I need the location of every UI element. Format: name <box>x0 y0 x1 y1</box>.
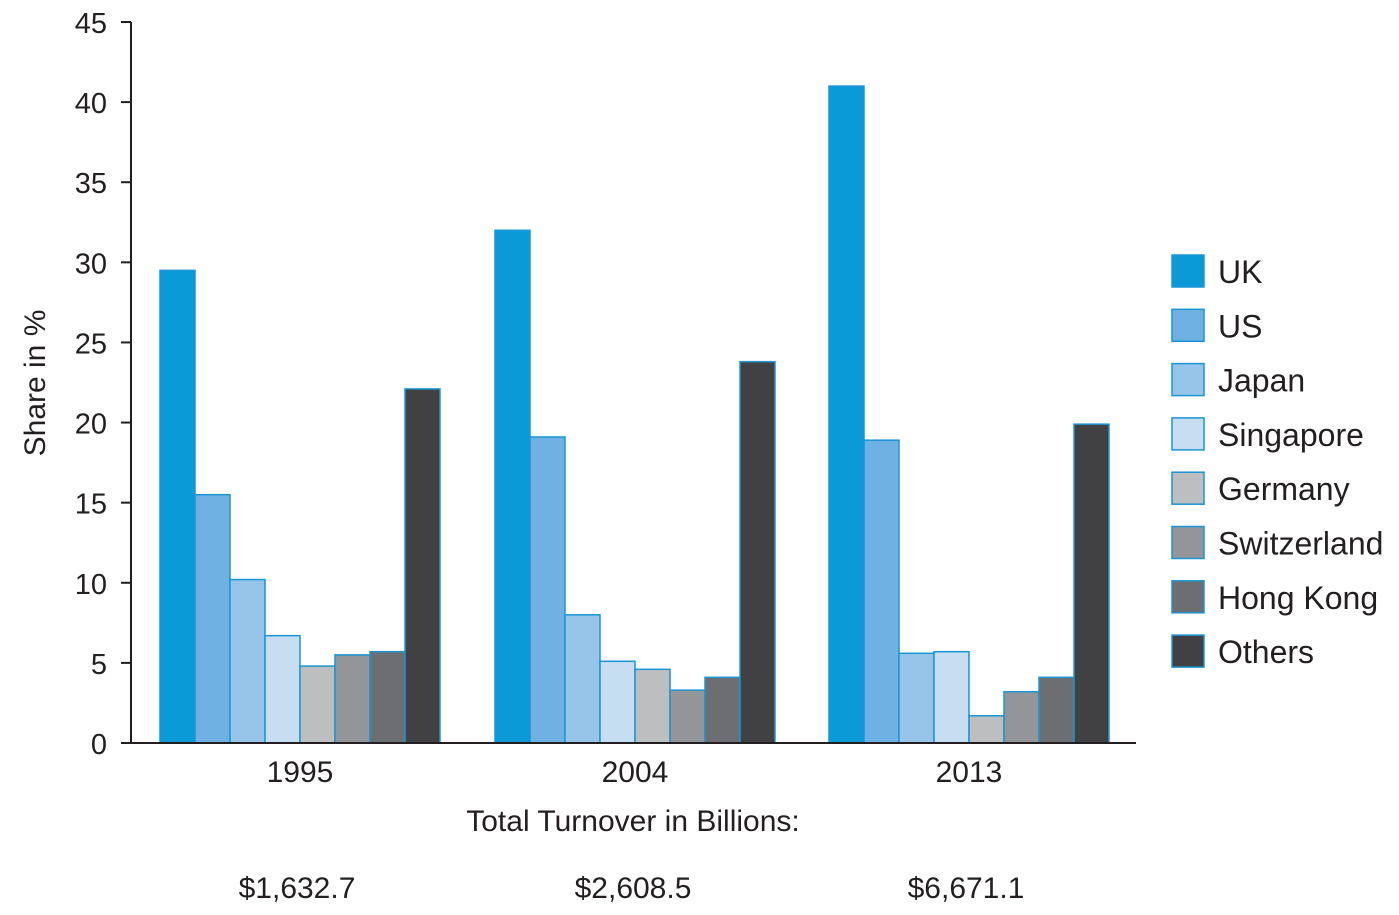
bar-us-1995: US 1995: 15.5% <box>194 493 231 744</box>
legend-swatch <box>1171 254 1205 288</box>
category-total-label: $6,671.1 <box>908 872 1025 905</box>
bar-germany-2004: Germany 2004: 4.6% <box>634 668 671 744</box>
bar-uk-1995: UK 1995: 29.5% <box>159 269 196 744</box>
bar-germany-2013: Germany 2013: 1.7% <box>968 715 1005 744</box>
legend-swatch <box>1171 471 1205 505</box>
y-tick-label: 10 <box>75 569 107 601</box>
x-axis: 1995 2004 2013 <box>121 742 1136 789</box>
y-tick-label: 20 <box>75 409 107 441</box>
legend-label: Singapore <box>1218 417 1364 453</box>
bar-group-2013: UK 2013: 41%US 2013: 18.9%Japan 2013: 5.… <box>828 85 1110 744</box>
y-tick-label: 35 <box>75 168 107 200</box>
legend-label: Germany <box>1218 471 1350 507</box>
legend-swatch <box>1171 580 1205 614</box>
bar-group-1995: UK 1995: 29.5%US 1995: 15.5%Japan 1995: … <box>159 269 441 744</box>
legend: UK US Japan Singapore Germany Switzerland Hong… <box>1171 254 1383 670</box>
bar-others-2004: Others 2004: 23.8% <box>739 360 776 744</box>
legend-item-germany: Germany <box>1171 471 1350 507</box>
legend-item-us: US <box>1171 308 1262 344</box>
bar-japan-2004: Japan 2004: 8% <box>564 614 601 744</box>
bar-germany-1995: Germany 1995: 4.8% <box>299 665 336 744</box>
y-tick-label: 15 <box>75 489 107 521</box>
category-total-label: $2,608.5 <box>575 872 692 905</box>
legend-swatch <box>1171 634 1205 668</box>
category-totals: $1,632.7 $2,608.5 $6,671.1 <box>239 872 1025 905</box>
bar-others-1995: Others 1995: 22.1% <box>404 388 441 744</box>
y-tick-label: 45 <box>75 8 107 40</box>
y-tick-label: 40 <box>75 88 107 120</box>
bar-switzerland-2004: Switzerland 2004: 3.3% <box>669 689 706 744</box>
legend-swatch <box>1171 308 1205 343</box>
bar-singapore-2013: Singapore 2013: 5.7% <box>933 650 970 744</box>
y-tick-label: 25 <box>75 328 107 360</box>
x-axis-label: Total Turnover in Billions: <box>466 805 800 838</box>
bar-japan-1995: Japan 1995: 10.2% <box>229 578 266 744</box>
bar-us-2004: US 2004: 19.1% <box>529 436 566 744</box>
legend-label: Japan <box>1218 363 1305 399</box>
legend-item-japan: Japan <box>1171 362 1305 399</box>
y-tick-label: 5 <box>91 649 107 681</box>
x-tick-label: 2004 <box>602 756 669 789</box>
y-axis: 0 5 10 15 20 25 30 35 40 45 <box>75 8 132 761</box>
legend-label: Switzerland <box>1218 526 1383 562</box>
bar-us-2013: US 2013: 18.9% <box>863 439 900 744</box>
legend-item-others: Others <box>1171 634 1314 670</box>
legend-item-switzerland: Switzerland <box>1171 525 1383 562</box>
bars: UK 1995: 29.5%US 1995: 15.5%Japan 1995: … <box>159 85 1110 744</box>
legend-label: Hong Kong <box>1218 580 1378 616</box>
bar-japan-2013: Japan 2013: 5.6% <box>898 652 935 744</box>
legend-label: UK <box>1218 254 1262 290</box>
bar-uk-2013: UK 2013: 41% <box>828 85 865 744</box>
bar-singapore-1995: Singapore 1995: 6.7% <box>264 634 301 744</box>
bar-others-2013: Others 2013: 19.9% <box>1073 423 1110 744</box>
legend-swatch <box>1171 362 1205 397</box>
legend-swatch <box>1171 525 1205 560</box>
legend-item-uk: UK <box>1171 254 1262 290</box>
bar-hong-kong-1995: Hong Kong 1995: 5.7% <box>369 650 406 744</box>
legend-label: Others <box>1218 634 1314 670</box>
bar-group-2004: UK 2004: 32%US 2004: 19.1%Japan 2004: 8%… <box>494 229 776 744</box>
y-axis-label: Share in % <box>19 310 52 457</box>
bar-hong-kong-2013: Hong Kong 2013: 4.1% <box>1038 676 1075 744</box>
bar-uk-2004: UK 2004: 32% <box>494 229 531 744</box>
legend-item-hong-kong: Hong Kong <box>1171 580 1378 616</box>
legend-swatch <box>1171 417 1205 451</box>
category-total-label: $1,632.7 <box>239 872 356 905</box>
y-tick-label: 30 <box>75 248 107 280</box>
bar-switzerland-1995: Switzerland 1995: 5.5% <box>334 654 371 744</box>
bar-singapore-2004: Singapore 2004: 5.1% <box>599 660 636 744</box>
x-tick-label: 1995 <box>267 756 334 789</box>
legend-label: US <box>1218 308 1262 344</box>
bar-switzerland-2013: Switzerland 2013: 3.2% <box>1003 690 1040 744</box>
x-tick-label: 2013 <box>936 756 1003 789</box>
y-tick-label: 0 <box>91 729 107 761</box>
legend-item-singapore: Singapore <box>1171 417 1364 453</box>
bar-hong-kong-2004: Hong Kong 2004: 4.1% <box>704 676 741 744</box>
